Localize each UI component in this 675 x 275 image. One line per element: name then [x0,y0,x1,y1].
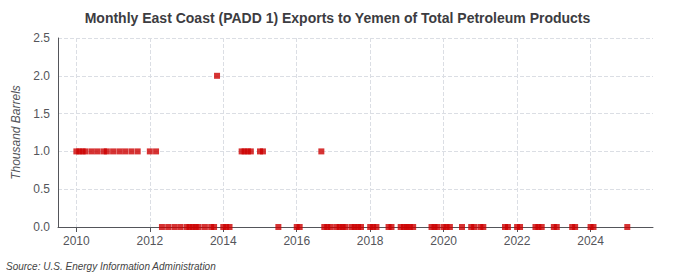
svg-text:Monthly East Coast (PADD 1) Ex: Monthly East Coast (PADD 1) Exports to Y… [85,10,591,26]
svg-text:Source: U.S. Energy Informatio: Source: U.S. Energy Information Administ… [6,261,216,272]
svg-text:1.0: 1.0 [33,144,50,158]
svg-text:2022: 2022 [504,234,531,248]
svg-text:1.5: 1.5 [33,107,50,121]
svg-text:2020: 2020 [430,234,457,248]
svg-text:2024: 2024 [577,234,604,248]
svg-text:2016: 2016 [283,234,310,248]
svg-text:Thousand Barrels: Thousand Barrels [9,85,23,180]
svg-text:2010: 2010 [63,234,90,248]
svg-text:2.0: 2.0 [33,69,50,83]
svg-text:2018: 2018 [357,234,384,248]
svg-text:0.0: 0.0 [33,220,50,234]
svg-text:2014: 2014 [210,234,237,248]
svg-text:0.5: 0.5 [33,182,50,196]
svg-text:2012: 2012 [136,234,163,248]
svg-text:2.5: 2.5 [33,31,50,45]
